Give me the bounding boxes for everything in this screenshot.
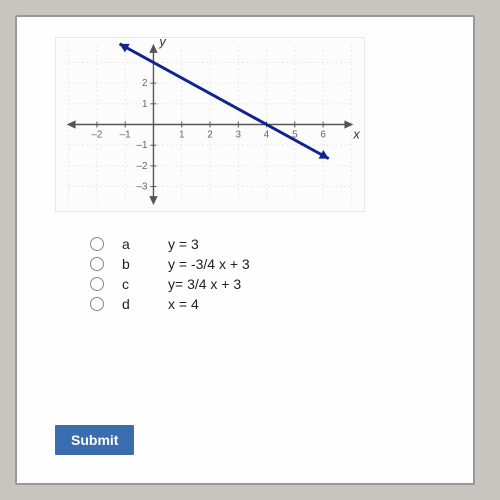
option-letter: b (122, 256, 150, 272)
radio-a[interactable] (90, 237, 104, 251)
option-a[interactable]: a y = 3 (90, 236, 455, 252)
svg-text:x: x (352, 126, 360, 141)
options-list: a y = 3 b y = -3/4 x + 3 c y= 3/4 x + 3 … (90, 236, 455, 312)
svg-text:–2: –2 (137, 161, 148, 172)
svg-text:4: 4 (264, 129, 270, 140)
option-letter: c (122, 276, 150, 292)
svg-text:–1: –1 (137, 140, 148, 151)
submit-button[interactable]: Submit (55, 425, 134, 455)
svg-text:2: 2 (207, 129, 212, 140)
radio-c[interactable] (90, 277, 104, 291)
option-c[interactable]: c y= 3/4 x + 3 (90, 276, 455, 292)
option-d[interactable]: d x = 4 (90, 296, 455, 312)
option-text: y= 3/4 x + 3 (168, 276, 241, 292)
line-chart-svg: yx –2–1123456–3–2–112 (56, 38, 364, 211)
quiz-container: yx –2–1123456–3–2–112 a y = 3 b y = -3/4… (15, 15, 475, 485)
svg-text:1: 1 (142, 99, 148, 110)
option-b[interactable]: b y = -3/4 x + 3 (90, 256, 455, 272)
radio-b[interactable] (90, 257, 104, 271)
svg-text:2: 2 (142, 78, 148, 89)
svg-text:–2: –2 (91, 129, 102, 140)
option-text: x = 4 (168, 296, 199, 312)
option-letter: a (122, 236, 150, 252)
svg-text:6: 6 (320, 129, 326, 140)
chart-area: yx –2–1123456–3–2–112 (55, 37, 365, 212)
svg-text:y: y (158, 38, 167, 49)
radio-d[interactable] (90, 297, 104, 311)
option-text: y = -3/4 x + 3 (168, 256, 250, 272)
submit-label: Submit (71, 432, 118, 448)
svg-text:–1: –1 (120, 129, 131, 140)
svg-text:–3: –3 (137, 182, 148, 193)
svg-text:3: 3 (236, 129, 242, 140)
svg-text:1: 1 (179, 129, 185, 140)
option-text: y = 3 (168, 236, 199, 252)
option-letter: d (122, 296, 150, 312)
